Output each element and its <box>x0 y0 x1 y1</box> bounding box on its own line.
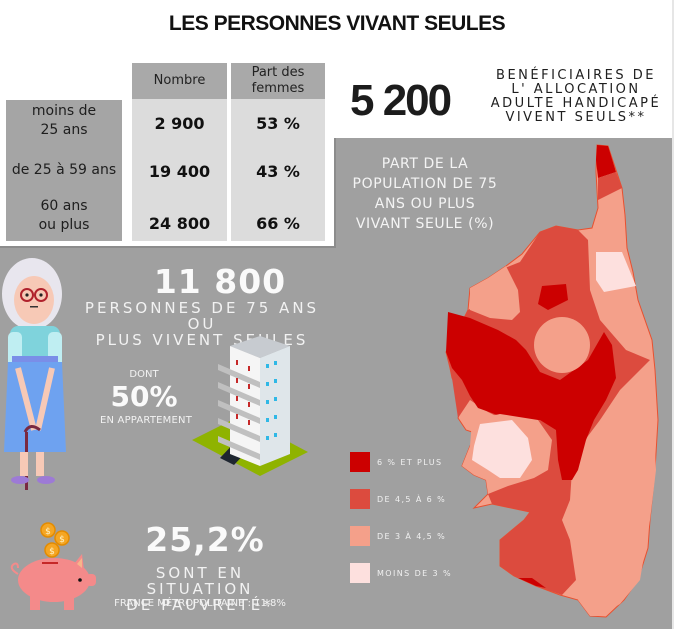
apartment-percent: 50% <box>110 380 178 413</box>
apartment-building-icon <box>192 336 308 476</box>
legend-label: 6 % ET PLUS <box>377 457 443 467</box>
poverty-rate: 25,2% <box>145 520 265 559</box>
header-label: Nombre <box>153 73 206 88</box>
header-label: Part des femmes <box>251 65 305 96</box>
table-column-nombre <box>132 99 227 241</box>
legend-item: 6 % ET PLUS <box>350 452 452 472</box>
legend-label: MOINS DE 3 % <box>377 568 452 578</box>
legend-swatch-pale <box>350 563 370 583</box>
svg-text:$: $ <box>59 535 65 545</box>
aah-caption: BENÉFICIAIRES DE L' ALLOCATION ADULTE HAND… <box>490 68 662 125</box>
france-comparison: FRANCE MÉTROPOLITAINE : 11,8% <box>114 598 286 609</box>
aah-count: 5 200 <box>350 76 452 125</box>
piggy-bank-icon: $ $ $ <box>10 522 96 610</box>
legend-item: DE 3 À 4,5 % <box>350 526 452 546</box>
legend-swatch-red <box>350 489 370 509</box>
page-edge <box>672 0 674 629</box>
legend-swatch-dark-red <box>350 452 370 472</box>
table-header-part-femmes: Part des femmes <box>231 63 325 99</box>
map-title: PART DE LA POPULATION DE 75 ANS OU PLUS VIV… <box>352 156 498 232</box>
table-row-headers <box>6 100 122 241</box>
elderly-woman-icon <box>2 258 66 490</box>
svg-text:$: $ <box>45 527 51 537</box>
table-shadow <box>0 246 336 248</box>
dont-label: DONT <box>129 369 159 380</box>
table-column-part <box>231 99 325 241</box>
legend-label: DE 4,5 À 6 % <box>377 494 447 504</box>
table-shadow <box>334 138 336 246</box>
poverty-caption: SONT EN SITUATION DE PAUVRETÉ* <box>126 564 274 614</box>
legend-item: DE 4,5 À 6 % <box>350 489 452 509</box>
cell-nombre: 19 400 <box>148 162 211 181</box>
cell-nombre: 2 900 <box>154 114 205 133</box>
legend-item: MOINS DE 3 % <box>350 563 452 583</box>
table-header-nombre: Nombre <box>132 63 227 99</box>
apartment-label: EN APPARTEMENT <box>99 415 193 426</box>
row-label: de 25 à 59 ans <box>11 162 117 178</box>
map-legend: 6 % ET PLUS DE 4,5 À 6 % DE 3 À 4,5 % MO… <box>350 452 452 600</box>
row-label: 60 ans ou plus <box>38 198 90 233</box>
cell-part-femmes: 53 % <box>256 114 300 133</box>
legend-swatch-salmon <box>350 526 370 546</box>
page-title: LES PERSONNES VIVANT SEULES <box>168 12 506 35</box>
cell-part-femmes: 43 % <box>256 162 300 181</box>
legend-label: DE 3 À 4,5 % <box>377 531 447 541</box>
elderly-alone-count: 11 800 <box>153 262 287 301</box>
cell-nombre: 24 800 <box>148 214 211 233</box>
cell-part-femmes: 66 % <box>256 214 300 233</box>
row-label: moins de 25 ans <box>31 103 97 138</box>
svg-text:$: $ <box>49 547 55 557</box>
